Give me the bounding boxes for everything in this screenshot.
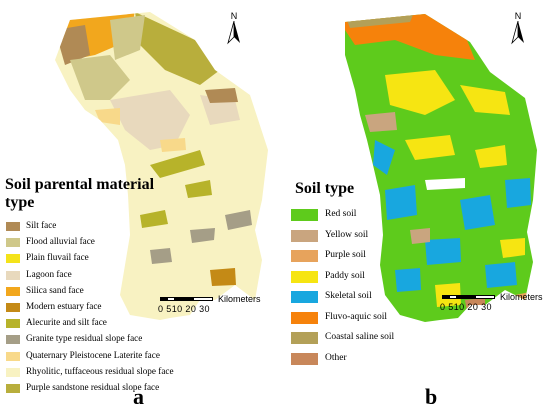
- panel-a-parent-material-map: N Soil parental material type Silt face F…: [5, 12, 268, 409]
- parent-material-map: [55, 12, 268, 320]
- legend-swatch: [291, 229, 318, 242]
- soil-type-map: [345, 14, 537, 322]
- legend-swatch: [6, 254, 20, 264]
- legend-swatch: [6, 302, 20, 312]
- legend-swatch: [6, 222, 20, 231]
- legend-swatch: [6, 238, 20, 248]
- legend-swatch: [6, 367, 20, 377]
- legend-label: Red soil: [325, 209, 357, 219]
- legend-swatch: [291, 250, 318, 262]
- legend-label: Fluvo-aquic soil: [325, 311, 388, 322]
- legend-swatch: [6, 286, 20, 296]
- legend-label: Flood alluvial face: [26, 236, 95, 247]
- north-arrow-a: N: [227, 12, 241, 49]
- legend-label: Paddy soil: [325, 270, 365, 281]
- legend-label: Skeletal soil: [325, 291, 372, 301]
- panel-b-soil-type-map: N Soil type Red soil Yellow soil Purple so…: [275, 0, 550, 411]
- north-label-a: N: [230, 11, 238, 21]
- legend-label: Other: [325, 352, 347, 363]
- legend-swatch: [291, 270, 318, 283]
- legend-label: Rhyolitic, tuffaceous residual slope fac…: [26, 365, 174, 376]
- scale-unit-a: Kilometers: [218, 294, 261, 304]
- legend-label: Purple soil: [325, 250, 366, 260]
- legend-swatch: [291, 209, 318, 221]
- legend-label: Yellow soil: [325, 229, 369, 240]
- legend-swatch: [6, 270, 20, 280]
- legend-swatch: [291, 291, 318, 303]
- legend-label: Alecurite and silt face: [26, 317, 107, 328]
- legend-label: Purple sandstone residual slope face: [26, 381, 160, 392]
- legend-swatch: [6, 383, 20, 393]
- north-arrow-b: N: [511, 12, 525, 49]
- panel-label-b: b: [425, 384, 438, 409]
- north-arrow-icon: [511, 20, 524, 45]
- legend-label: Quaternary Pleistocene Laterite face: [26, 349, 160, 360]
- legend-swatch: [6, 335, 20, 345]
- legend-label: Silt face: [26, 220, 57, 230]
- scale-unit-b: Kilometers: [500, 292, 543, 302]
- legend-label: Granite type residual slope face: [26, 333, 143, 344]
- north-arrow-icon: [227, 20, 240, 45]
- legend-swatch: [291, 332, 318, 344]
- legend-title-a: Soil parental material type: [5, 176, 155, 211]
- panel-label-a: a: [133, 384, 144, 409]
- legend-label: Modern estuary face: [26, 300, 102, 311]
- legend-label: Plain fluvail face: [26, 252, 89, 263]
- north-label-b: N: [514, 11, 522, 21]
- legend-swatch: [6, 319, 20, 329]
- legend-swatch: [291, 311, 318, 324]
- legend-swatch: [6, 351, 20, 361]
- legend-label: Silica sand face: [26, 284, 84, 295]
- legend-swatch: [291, 352, 318, 365]
- legend-label: Coastal saline soil: [325, 332, 395, 342]
- scale-ticks-a: 0 510 20 30: [158, 304, 210, 314]
- scale-ticks-b: 0 510 20 30: [440, 302, 492, 312]
- legend-title-b: Soil type: [295, 180, 355, 197]
- legend-label: Lagoon face: [26, 268, 72, 279]
